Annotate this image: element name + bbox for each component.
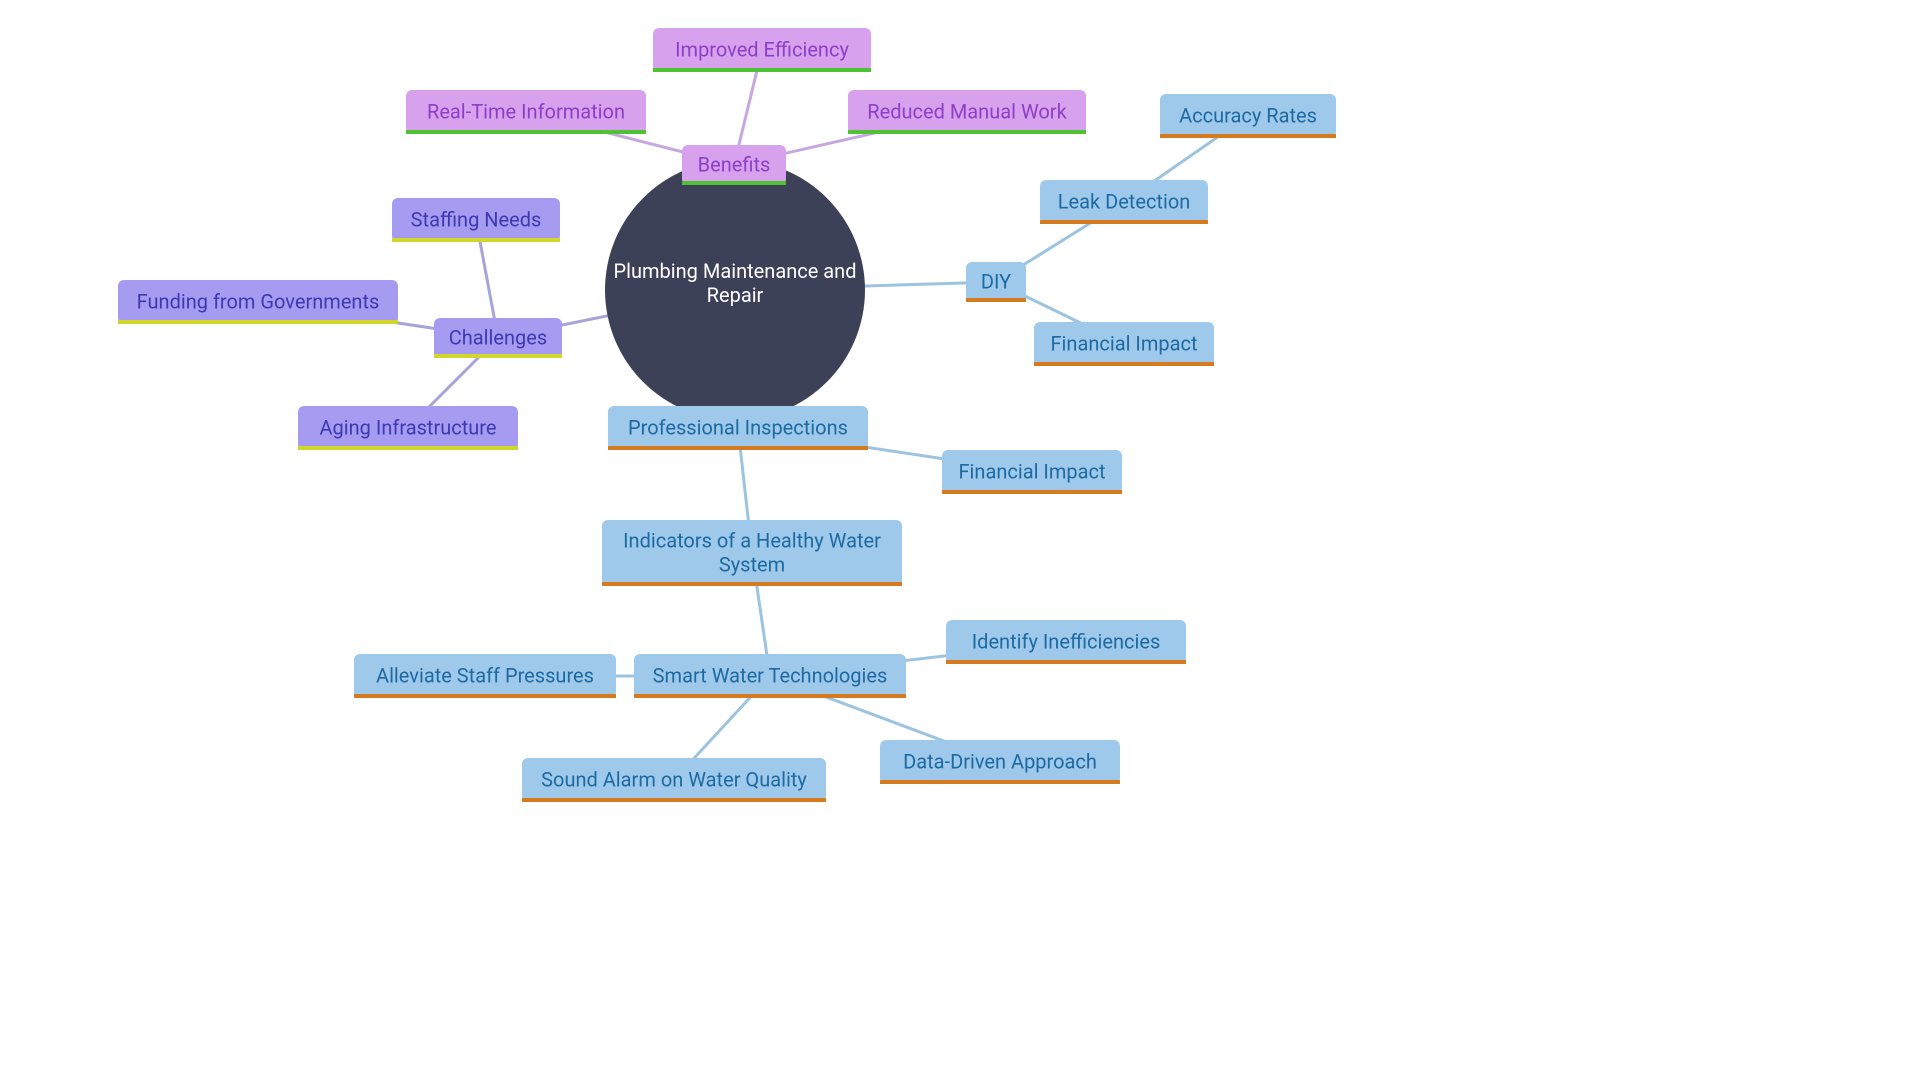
node-underline <box>298 446 518 450</box>
node-staffing[interactable]: Staffing Needs <box>392 198 560 242</box>
node-label: Benefits <box>698 152 771 176</box>
node-underline <box>966 298 1026 302</box>
node-underline <box>392 238 560 242</box>
node-label: DIY <box>981 269 1011 293</box>
node-benefits[interactable]: Benefits <box>682 145 786 185</box>
node-label: Indicators of a Healthy Water <box>623 528 881 552</box>
node-underline <box>880 780 1120 784</box>
node-challenges[interactable]: Challenges <box>434 318 562 358</box>
node-accuracy[interactable]: Accuracy Rates <box>1160 94 1336 138</box>
node-underline <box>354 694 616 698</box>
node-sound_alarm[interactable]: Sound Alarm on Water Quality <box>522 758 826 802</box>
node-diy[interactable]: DIY <box>966 262 1026 302</box>
node-funding[interactable]: Funding from Governments <box>118 280 398 324</box>
node-fin_impact_diy[interactable]: Financial Impact <box>1034 322 1214 366</box>
node-data_driven[interactable]: Data-Driven Approach <box>880 740 1120 784</box>
node-underline <box>602 582 902 586</box>
node-label: Professional Inspections <box>628 415 848 439</box>
node-indicators[interactable]: Indicators of a Healthy WaterSystem <box>602 520 902 586</box>
node-label: Real-Time Information <box>427 99 625 123</box>
node-reduced_manual[interactable]: Reduced Manual Work <box>848 90 1086 134</box>
node-label: Improved Efficiency <box>675 37 849 61</box>
node-underline <box>653 68 871 72</box>
center-node-label: Repair <box>707 283 764 307</box>
node-impr_eff[interactable]: Improved Efficiency <box>653 28 871 72</box>
node-underline <box>522 798 826 802</box>
node-leak[interactable]: Leak Detection <box>1040 180 1208 224</box>
node-underline <box>608 446 868 450</box>
node-underline <box>942 490 1122 494</box>
node-label: Smart Water Technologies <box>653 663 888 687</box>
node-label: System <box>719 552 785 576</box>
node-label: Aging Infrastructure <box>320 415 497 439</box>
node-underline <box>682 181 786 185</box>
node-label: Funding from Governments <box>137 289 380 313</box>
node-underline <box>848 130 1086 134</box>
node-aging[interactable]: Aging Infrastructure <box>298 406 518 450</box>
node-smart_water[interactable]: Smart Water Technologies <box>634 654 906 698</box>
node-underline <box>1160 134 1336 138</box>
node-label: Identify Inefficiencies <box>972 629 1161 653</box>
nodes-layer: Plumbing Maintenance andRepair Benefits Im… <box>118 28 1336 802</box>
node-label: Sound Alarm on Water Quality <box>541 767 807 791</box>
node-label: Accuracy Rates <box>1179 103 1317 127</box>
node-label: Leak Detection <box>1058 189 1191 213</box>
node-underline <box>406 130 646 134</box>
node-underline <box>1034 362 1214 366</box>
node-prof_insp[interactable]: Professional Inspections <box>608 406 868 450</box>
node-label: Challenges <box>449 325 547 349</box>
node-label: Financial Impact <box>1050 331 1197 355</box>
node-identify_ineff[interactable]: Identify Inefficiencies <box>946 620 1186 664</box>
node-label: Financial Impact <box>958 459 1105 483</box>
mindmap-canvas: Plumbing Maintenance andRepair Benefits Im… <box>0 0 1920 1080</box>
node-fin_impact_prof[interactable]: Financial Impact <box>942 450 1122 494</box>
node-underline <box>634 694 906 698</box>
node-underline <box>118 320 398 324</box>
node-underline <box>434 354 562 358</box>
node-underline <box>946 660 1186 664</box>
node-label: Reduced Manual Work <box>867 99 1067 123</box>
node-label: Data-Driven Approach <box>903 749 1097 773</box>
center-node-label: Plumbing Maintenance and <box>614 259 857 283</box>
node-realtime[interactable]: Real-Time Information <box>406 90 646 134</box>
node-label: Alleviate Staff Pressures <box>376 663 594 687</box>
node-alleviate[interactable]: Alleviate Staff Pressures <box>354 654 616 698</box>
node-underline <box>1040 220 1208 224</box>
node-label: Staffing Needs <box>411 207 542 231</box>
